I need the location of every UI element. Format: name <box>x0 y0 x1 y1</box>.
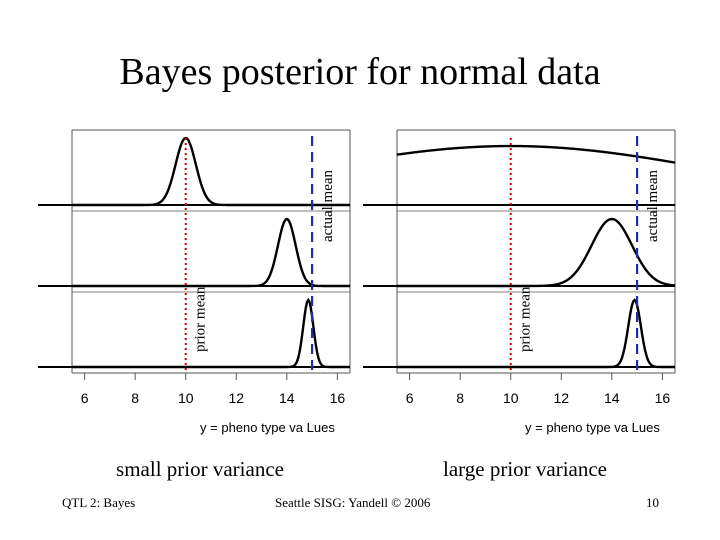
posterior-curve <box>397 298 675 369</box>
posterior-curve <box>72 297 350 369</box>
chart-large-prior-variance: prior mean actual mean 6 8 10 12 14 16 y = pheno… <box>363 129 676 435</box>
x-tick-label: 6 <box>406 390 414 406</box>
x-tick-label: 10 <box>178 390 194 406</box>
slide-title: Bayes posterior for normal data <box>119 51 601 93</box>
prior-mean-label: prior mean <box>193 286 209 352</box>
x-tick-label: 14 <box>279 390 295 406</box>
posterior-curve <box>72 136 350 207</box>
actual-mean-label: actual mean <box>320 169 336 242</box>
footer-page-number: 10 <box>646 495 659 510</box>
x-tick-label: 10 <box>503 390 519 406</box>
caption-large-prior-variance: large prior variance <box>442 457 608 481</box>
footer-credit: Seattle SISG: Yandell © 2006 <box>275 495 431 510</box>
x-tick-label: 12 <box>553 390 569 406</box>
x-tick-label: 16 <box>655 390 671 406</box>
x-tick-label: 14 <box>604 390 620 406</box>
x-tick-label: 6 <box>81 390 89 406</box>
posterior-curve <box>72 217 350 288</box>
x-axis-label: y = pheno type va Lues <box>525 420 660 435</box>
actual-mean-label: actual mean <box>645 169 661 242</box>
caption-small-prior-variance: small prior variance <box>116 457 284 481</box>
prior-mean-label: prior mean <box>518 286 534 352</box>
footer-course: QTL 2: Bayes <box>62 495 136 510</box>
posterior-curve <box>396 144 676 164</box>
x-axis-label: y = pheno type va Lues <box>200 420 335 435</box>
posterior-curve <box>397 217 676 288</box>
x-tick-label: 8 <box>131 390 139 406</box>
chart-small-prior-variance: prior mean actual mean 6 8 10 12 14 16 y = pheno… <box>38 129 351 435</box>
x-tick-label: 8 <box>456 390 464 406</box>
x-tick-label: 12 <box>228 390 244 406</box>
x-tick-label: 16 <box>330 390 346 406</box>
